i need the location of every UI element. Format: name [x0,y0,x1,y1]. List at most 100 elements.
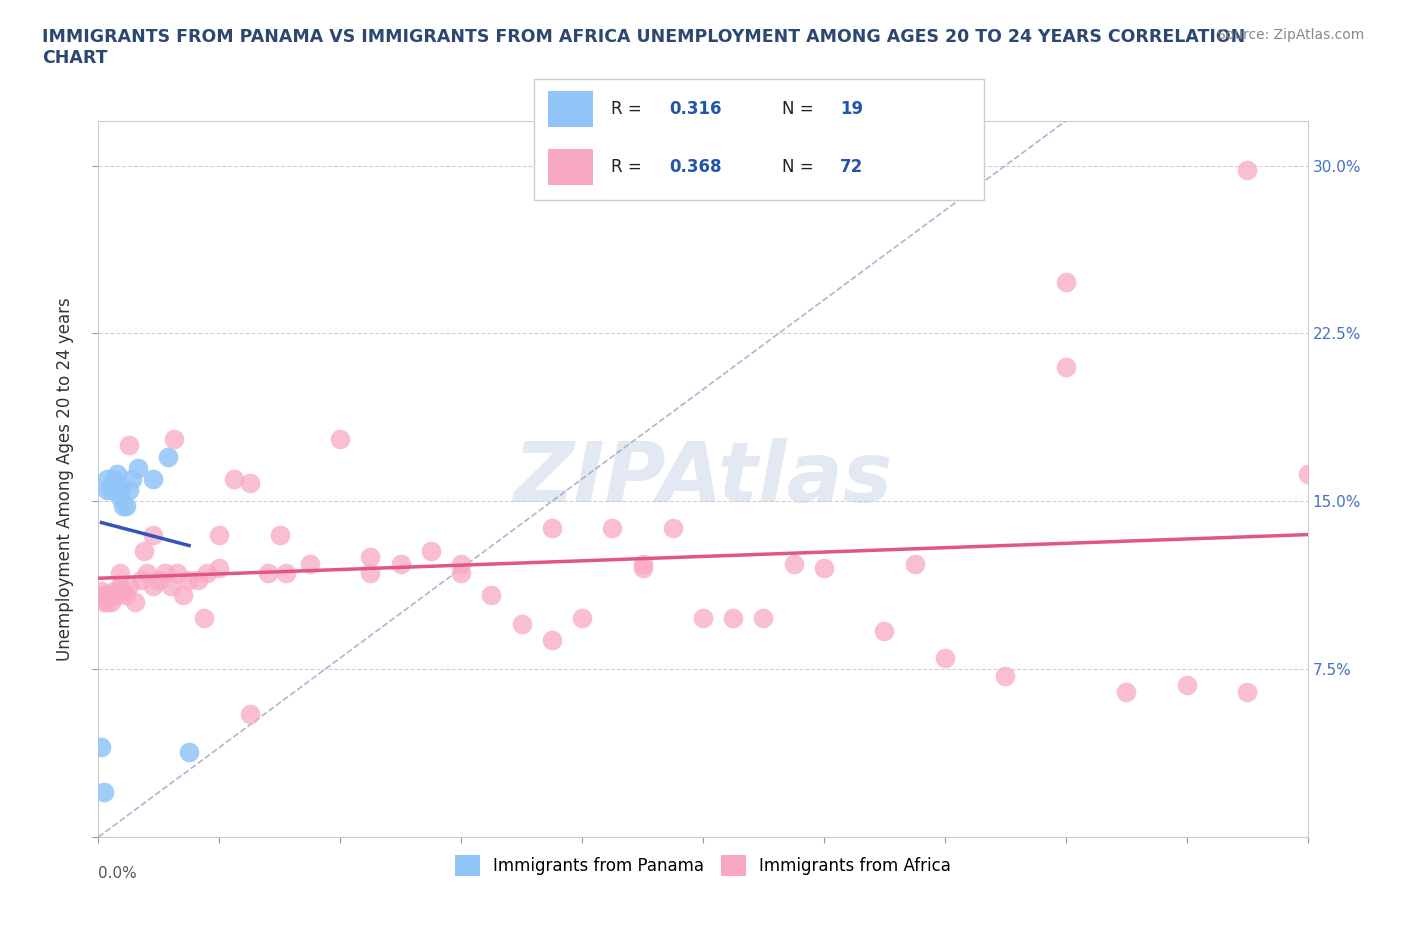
Point [602,521,624,536]
Point [118,438,141,453]
Point [103,583,125,598]
Point [1236,163,1258,178]
Point [450,556,472,571]
Point [105,467,128,482]
Point [873,624,896,639]
Point [450,565,472,580]
Point [114,498,136,513]
Legend: Immigrants from Panama, Immigrants from Africa: Immigrants from Panama, Immigrants from … [449,849,957,883]
Point [142,578,165,594]
Point [571,610,593,625]
Text: IMMIGRANTS FROM PANAMA VS IMMIGRANTS FROM AFRICA UNEMPLOYMENT AMONG AGES 20 TO 2: IMMIGRANTS FROM PANAMA VS IMMIGRANTS FRO… [42,28,1246,67]
Text: N =: N = [782,158,818,177]
Point [160,578,183,594]
Point [163,432,186,446]
Point [269,527,291,542]
Point [100,594,122,609]
FancyBboxPatch shape [534,79,984,200]
Point [118,578,141,594]
Point [631,561,654,576]
Text: R =: R = [610,158,647,177]
Point [111,498,134,513]
Point [420,543,443,558]
Point [90,583,112,598]
Point [124,594,146,609]
Point [93,588,115,603]
Point [904,556,927,571]
Point [90,740,112,755]
Point [329,432,352,446]
Point [994,669,1017,684]
Point [100,483,122,498]
Point [153,565,176,580]
Point [783,556,806,571]
Point [129,572,152,587]
FancyBboxPatch shape [548,91,593,127]
Point [108,565,131,580]
Point [274,565,297,580]
Point [166,565,188,580]
Point [187,572,209,587]
Point [389,556,412,571]
Point [121,472,143,486]
FancyBboxPatch shape [548,149,593,185]
Point [96,472,118,486]
Point [299,556,322,571]
Text: 0.316: 0.316 [669,100,721,118]
Point [224,472,246,486]
Point [540,632,562,647]
Point [510,617,533,631]
Point [93,594,115,609]
Point [118,483,141,498]
Point [96,588,118,603]
Point [108,483,131,498]
Text: R =: R = [610,100,647,118]
Point [108,489,131,504]
Point [481,588,503,603]
Point [256,565,278,580]
Point [195,565,218,580]
Point [692,610,714,625]
Point [132,543,155,558]
Point [179,572,201,587]
Point [105,588,128,603]
Point [208,527,231,542]
Point [193,610,215,625]
Point [631,556,654,571]
Point [934,651,956,666]
Point [239,476,262,491]
Point [172,588,194,603]
Point [208,561,231,576]
Point [103,476,125,491]
Point [360,565,382,580]
Point [1115,684,1137,699]
Point [752,610,775,625]
Point [111,583,134,598]
Text: 0.368: 0.368 [669,158,721,177]
Text: N =: N = [782,100,818,118]
Y-axis label: Unemployment Among Ages 20 to 24 years: Unemployment Among Ages 20 to 24 years [56,297,75,661]
Point [93,785,115,800]
Point [114,588,136,603]
Point [1054,274,1077,289]
Point [360,550,382,565]
Point [1296,467,1319,482]
Point [142,527,165,542]
Point [1175,677,1198,692]
Point [179,745,201,760]
Point [103,588,125,603]
Point [148,572,170,587]
Point [723,610,745,625]
Point [105,483,128,498]
Point [1054,360,1077,375]
Point [108,578,131,594]
Point [103,472,125,486]
Text: 0.0%: 0.0% [98,866,138,881]
Point [96,483,118,498]
Point [127,460,149,475]
Point [156,449,179,464]
Point [661,521,683,536]
Text: Source: ZipAtlas.com: Source: ZipAtlas.com [1216,28,1364,42]
Point [1236,684,1258,699]
Text: ZIPAtlas: ZIPAtlas [513,438,893,520]
